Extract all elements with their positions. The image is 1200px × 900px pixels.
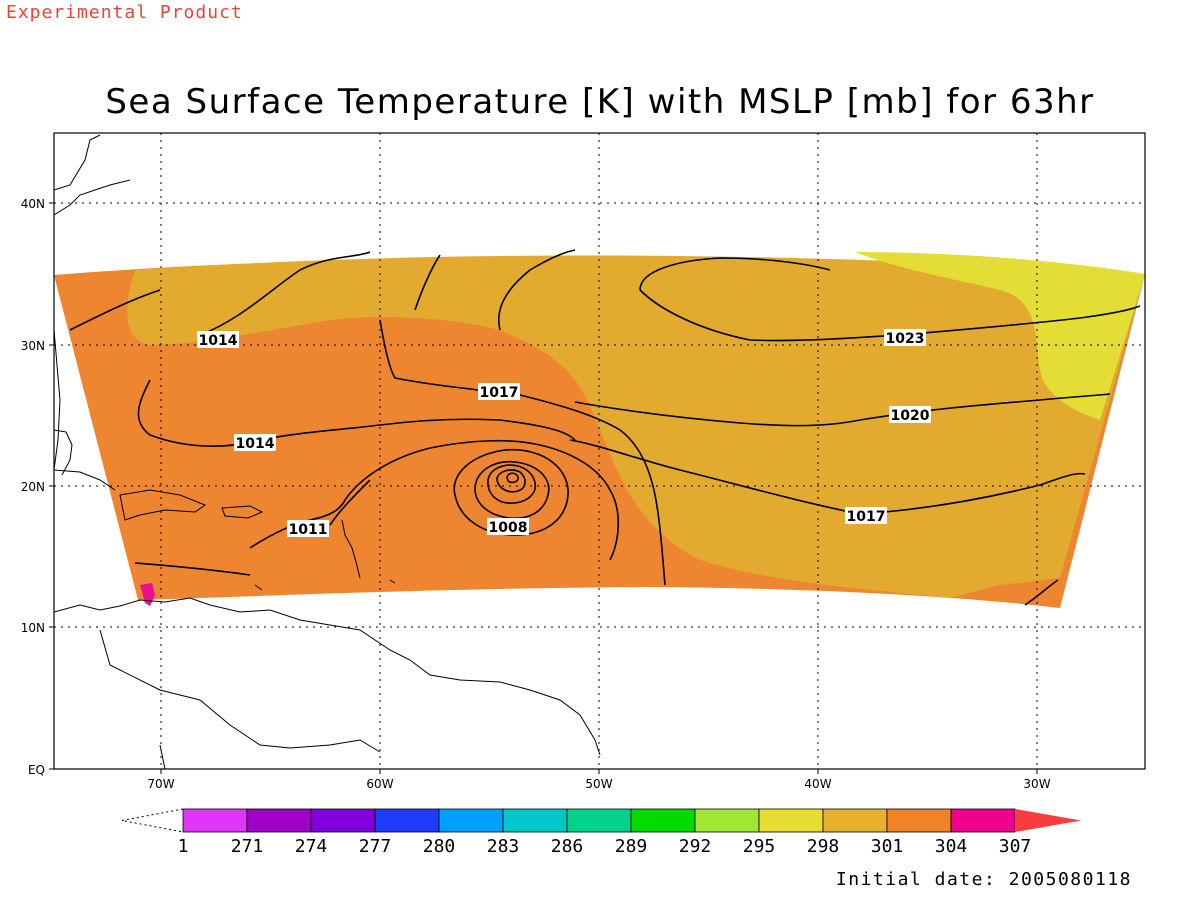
isobar-1011: [134, 439, 620, 576]
colorbar-swatch: [374, 808, 440, 833]
isobar-label: 1023: [884, 329, 926, 347]
lat-label-eq: EQ: [28, 763, 45, 777]
longitude-labels: 70W 60W 50W 40W 30W: [147, 777, 1050, 791]
isobar-1017-west: [379, 319, 666, 586]
lon-label-40w: 40W: [804, 777, 831, 791]
colorbar-swatch: [886, 808, 952, 833]
colorbar-label: 274: [295, 836, 328, 857]
svg-text:1017: 1017: [847, 509, 886, 525]
hispaniola-coast: [119, 489, 207, 521]
svg-text:1011: 1011: [289, 522, 328, 538]
colorbar-label: 286: [551, 836, 584, 857]
colorbar-label: 280: [423, 836, 456, 857]
colorbar-swatch: [822, 808, 888, 833]
map-title: Sea Surface Temperature [K] with MSLP [m…: [105, 82, 1095, 122]
tick-marks: [49, 202, 1038, 774]
isobar-label: 1017: [478, 383, 520, 401]
svg-text:1020: 1020: [891, 408, 930, 424]
isobar-1017-cross: [414, 249, 576, 331]
colorbar-swatch: [630, 808, 696, 833]
colorbar-swatch: [246, 808, 312, 833]
sst-field: [54, 133, 1145, 769]
colorbar-under-triangle: [121, 808, 184, 833]
lat-label-30n: 30N: [21, 339, 45, 353]
isobar-999: [496, 469, 526, 493]
isobar-1005: [474, 461, 550, 520]
latitude-labels: 40N 30N 20N 10N EQ: [21, 197, 45, 777]
colorbar-label: 304: [935, 836, 968, 857]
isobar-996: [506, 472, 519, 484]
isobar-label: 1020: [889, 406, 931, 424]
lat-label-20n: 20N: [21, 480, 45, 494]
lon-label-60w: 60W: [366, 777, 393, 791]
colorbar-label: 301: [871, 836, 904, 857]
colorbar-label: 271: [231, 836, 264, 857]
colorbar-swatch: [182, 808, 248, 833]
lat-label-10n: 10N: [21, 621, 45, 635]
south-america-coast: [54, 597, 601, 756]
lon-label-30w: 30W: [1023, 777, 1050, 791]
lat-label-40n: 40N: [21, 197, 45, 211]
florida-coast: [54, 429, 73, 476]
isobar-label: 1011: [287, 520, 329, 538]
isobar-1017-se: [1024, 579, 1059, 606]
coastlines: [54, 134, 601, 769]
sst-region-307: [140, 583, 155, 606]
isobar-1020: [574, 393, 1111, 427]
isobar-label: 1014: [234, 434, 276, 452]
caribbean-islands: [254, 519, 396, 591]
sst-region-298: [855, 252, 1145, 420]
colorbar-swatch: [310, 808, 376, 833]
north-america-coast: [54, 134, 131, 471]
experimental-product-label: Experimental Product: [6, 2, 243, 23]
initial-date: Initial date: 2005080118: [835, 869, 1132, 890]
colorbar-label: 307: [999, 836, 1032, 857]
svg-text:1014: 1014: [236, 436, 275, 452]
colorbar-label: 277: [359, 836, 392, 857]
colorbar-swatch: [950, 808, 1016, 833]
isobar-1014-south: [137, 379, 576, 447]
south-america-interior: [99, 629, 381, 769]
colorbar-label: 289: [615, 836, 648, 857]
colorbar-swatch: [566, 808, 632, 833]
isobar-label: 1008: [487, 518, 529, 536]
colorbar-label: 295: [743, 836, 776, 857]
lon-label-50w: 50W: [585, 777, 612, 791]
colorbar-swatch: [758, 808, 824, 833]
isobar-label: 1014: [197, 331, 239, 349]
isobars: [69, 249, 1141, 606]
colorbar-label: 292: [679, 836, 712, 857]
svg-text:1023: 1023: [886, 331, 925, 347]
graticule: [54, 133, 1145, 769]
colorbar-label: 298: [807, 836, 840, 857]
colorbar-swatch: [438, 808, 504, 833]
sst-colorbar: 1 271 274 277 280 283 286 289 292 295 298 301 304 307: [121, 808, 1081, 857]
lon-label-70w: 70W: [147, 777, 174, 791]
isobar-label: 1017: [845, 507, 887, 525]
isobar-labels: 1014 1014 1011 1008 1017 1017 1020 1023: [197, 329, 931, 538]
colorbar-swatch: [502, 808, 568, 833]
cuba-coast: [54, 469, 116, 491]
colorbar-label: 1: [178, 836, 189, 857]
colorbar-over-triangle: [1015, 809, 1081, 832]
svg-text:1014: 1014: [199, 333, 238, 349]
colorbar-label: 283: [487, 836, 520, 857]
colorbar-swatch: [694, 808, 760, 833]
isobar-1002: [487, 464, 536, 504]
isobar-1014-north: [69, 251, 371, 336]
svg-text:1008: 1008: [489, 520, 528, 536]
puerto-rico-coast: [221, 505, 264, 519]
svg-text:1017: 1017: [480, 385, 519, 401]
